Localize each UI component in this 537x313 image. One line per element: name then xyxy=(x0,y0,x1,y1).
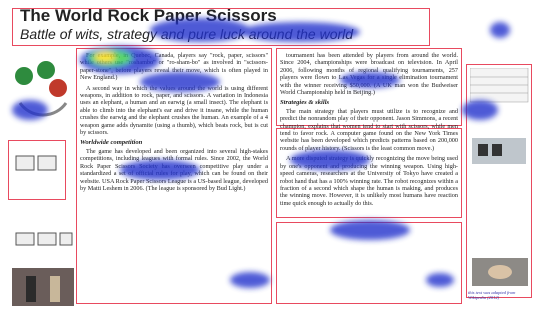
aoi-box xyxy=(8,140,66,200)
paragraph: The game has developed and been organize… xyxy=(80,148,268,192)
subtitle: Battle of wits, strategy and pure luck a… xyxy=(20,26,353,42)
text-column: For example, in Quebec, Canada, players … xyxy=(80,52,268,302)
caption: this text was adapted from Wikipedia (20… xyxy=(468,290,534,300)
paragraph: A second way in which the values around … xyxy=(80,85,268,137)
text-column: tournament has been attended by players … xyxy=(280,52,458,302)
title: The World Rock Paper Scissors xyxy=(20,6,277,26)
paragraph: tournament has been attended by players … xyxy=(280,52,458,96)
side-figures xyxy=(470,68,530,288)
heading: Worldwide competition xyxy=(80,139,268,146)
paragraph: For example, in Quebec, Canada, players … xyxy=(80,52,268,82)
paragraph: The main strategy that players must util… xyxy=(280,108,458,152)
heading: Strategies & skills xyxy=(280,99,458,106)
paragraph: A more disputed strategy is quickly reco… xyxy=(280,155,458,207)
page: The World Rock Paper Scissors Battle of … xyxy=(0,0,537,313)
